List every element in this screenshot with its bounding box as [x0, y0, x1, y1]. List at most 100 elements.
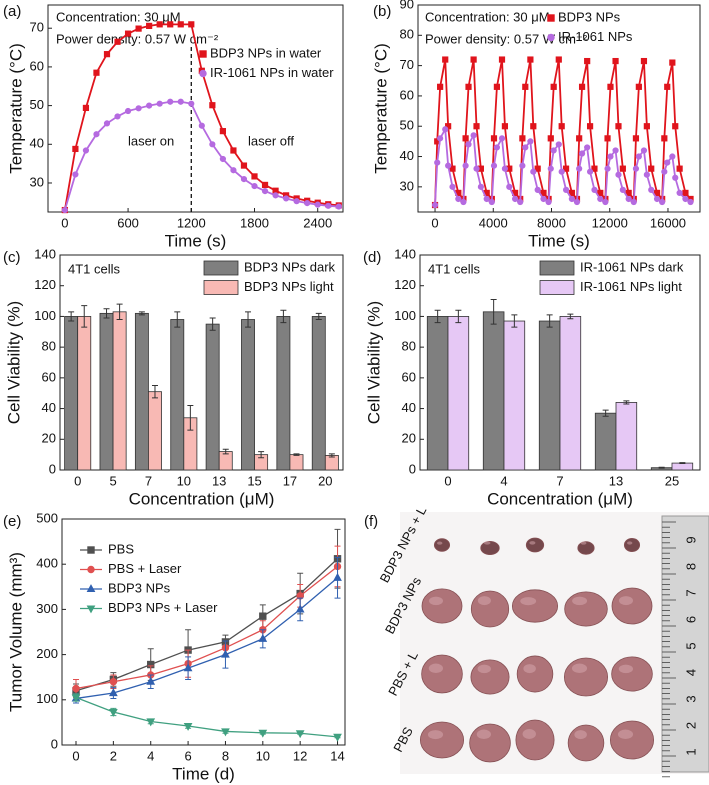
data-point — [568, 195, 575, 203]
ruler-label: 9 — [683, 536, 698, 543]
data-point — [272, 192, 279, 199]
x-tick-label: 8 — [222, 748, 229, 763]
tumor — [567, 724, 605, 762]
data-point — [501, 123, 509, 130]
x-tick-label: 25 — [665, 473, 679, 488]
x-tick-label: 16000 — [650, 215, 686, 230]
data-point — [465, 141, 472, 148]
tumor-highlight — [580, 541, 587, 545]
legend-swatch — [539, 260, 575, 276]
data-point — [530, 168, 537, 175]
data-point — [493, 144, 501, 151]
x-axis-title: Concentration (μM) — [129, 489, 275, 508]
data-point — [540, 195, 547, 203]
data-point — [578, 83, 586, 90]
data-point — [460, 198, 467, 206]
x-tick-label: 2400 — [303, 215, 332, 230]
data-point — [607, 153, 614, 160]
y-tick-label: 100 — [36, 691, 58, 706]
y-tick-label: 80 — [42, 339, 56, 354]
x-tick-label: 1200 — [177, 215, 206, 230]
data-point — [519, 162, 526, 169]
x-tick-label: 13 — [212, 473, 226, 488]
error-bar — [103, 308, 110, 319]
data-point — [643, 171, 650, 178]
tumor-highlight — [476, 729, 492, 740]
data-point — [635, 83, 642, 90]
data-point — [183, 722, 193, 731]
legend-marker — [86, 605, 96, 614]
x-tick-label: 1800 — [240, 215, 269, 230]
data-point — [124, 107, 132, 115]
data-point — [530, 123, 537, 130]
data-point — [612, 147, 619, 154]
data-point — [437, 135, 444, 142]
data-point — [449, 183, 456, 190]
data-point — [547, 135, 554, 142]
data-point — [156, 21, 163, 28]
data-point — [259, 612, 267, 620]
tumor-highlight — [618, 664, 634, 674]
tumor — [470, 659, 510, 695]
x-tick-label: 14 — [330, 748, 344, 763]
data-point — [550, 83, 557, 90]
y-tick-label: 90 — [400, 0, 414, 11]
x-tick-label: 6 — [184, 748, 191, 763]
tumor-highlight — [477, 664, 491, 674]
data-point — [669, 153, 676, 160]
x-tick-label: 8000 — [537, 215, 566, 230]
x-tick-label: 0 — [72, 748, 79, 763]
y-tick-label: 50 — [30, 97, 44, 112]
y-tick-label: 70 — [30, 20, 44, 35]
tumor — [515, 719, 555, 761]
data-point — [261, 181, 269, 189]
data-point — [597, 195, 604, 203]
y-tick-label: 0 — [49, 461, 56, 476]
y-tick-label: 20 — [402, 431, 416, 446]
data-point — [562, 186, 570, 193]
series-line — [434, 59, 692, 206]
tumor-highlight — [529, 541, 536, 545]
data-point — [470, 56, 477, 63]
data-point — [445, 162, 452, 169]
error-bar — [328, 453, 335, 458]
data-point — [325, 202, 332, 209]
data-point — [619, 186, 626, 193]
annotation: 4T1 cells — [68, 261, 121, 276]
annotation: Power density: 0.57 W cm⁻² — [56, 31, 219, 46]
y-tick-label: 40 — [400, 148, 414, 163]
data-point — [545, 198, 552, 206]
data-point — [586, 168, 594, 175]
data-point — [501, 165, 509, 172]
data-point — [555, 141, 562, 148]
error-bar — [245, 311, 252, 328]
bar — [205, 323, 220, 471]
ruler-label: 7 — [683, 589, 698, 596]
bar — [503, 320, 526, 471]
data-point — [314, 201, 321, 208]
y-tick-label: 400 — [36, 556, 58, 571]
tumor-highlight — [428, 596, 444, 606]
x-axis-title: Concentration (μM) — [487, 489, 633, 508]
plot-frame — [59, 254, 344, 471]
annotation: laser off — [248, 133, 294, 148]
y-tick-label: 60 — [30, 58, 44, 73]
data-point — [209, 141, 216, 148]
data-point — [230, 147, 237, 154]
data-point — [258, 729, 268, 738]
data-point — [135, 105, 142, 112]
data-point — [547, 165, 554, 172]
data-point — [576, 165, 583, 172]
data-point — [527, 56, 534, 63]
legend-marker — [547, 33, 555, 42]
legend-marker — [86, 584, 96, 593]
data-point — [283, 195, 290, 202]
data-point — [682, 189, 689, 197]
data-point — [188, 100, 195, 107]
y-tick-label: 0 — [51, 736, 58, 751]
data-point — [653, 189, 661, 197]
x-tick-label: 4000 — [479, 215, 508, 230]
data-point — [167, 98, 174, 105]
error-bar — [511, 314, 518, 328]
error-bar — [546, 314, 553, 328]
